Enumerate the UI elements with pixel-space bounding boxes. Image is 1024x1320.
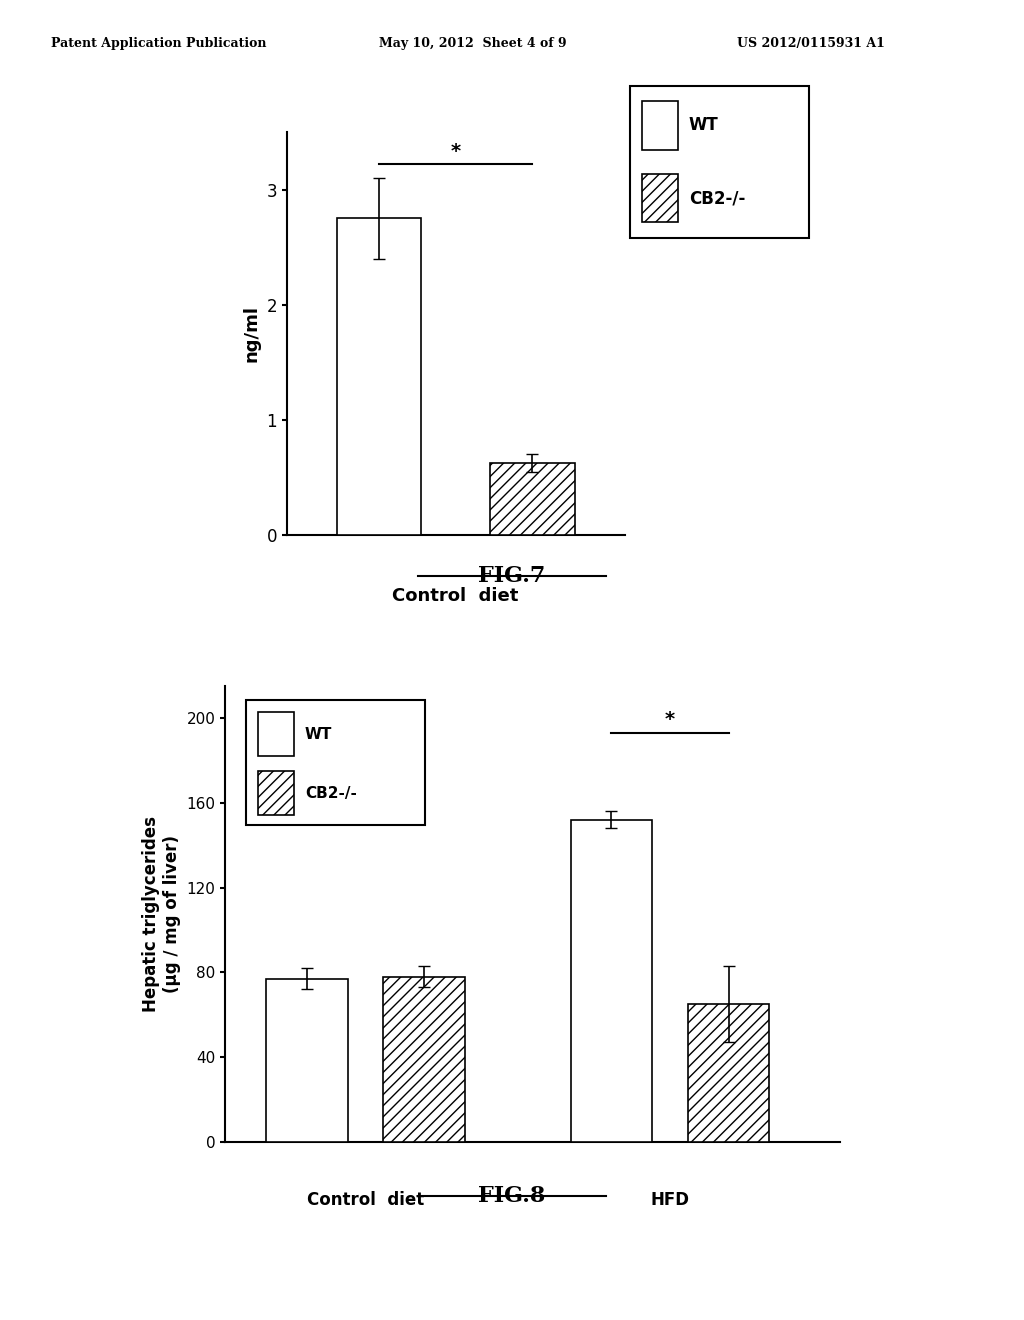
- Text: Patent Application Publication: Patent Application Publication: [51, 37, 266, 50]
- Text: *: *: [451, 141, 461, 161]
- Text: FIG.7: FIG.7: [478, 565, 546, 587]
- Text: WT: WT: [305, 726, 332, 742]
- Bar: [687, 1005, 769, 1142]
- Bar: [258, 771, 294, 814]
- Text: HFD: HFD: [650, 1191, 689, 1209]
- Text: Control  diet: Control diet: [392, 587, 519, 605]
- Text: CB2-/-: CB2-/-: [689, 189, 745, 207]
- Text: WT: WT: [689, 116, 719, 135]
- Text: FIG.8: FIG.8: [478, 1185, 546, 1208]
- Bar: [337, 218, 421, 535]
- Text: US 2012/0115931 A1: US 2012/0115931 A1: [737, 37, 885, 50]
- Bar: [642, 102, 678, 149]
- Text: CB2-/-: CB2-/-: [305, 785, 356, 800]
- Bar: [266, 978, 348, 1142]
- Bar: [258, 713, 294, 756]
- Bar: [570, 820, 652, 1142]
- Bar: [642, 174, 678, 223]
- Y-axis label: Hepatic triglycerides
(μg / mg of liver): Hepatic triglycerides (μg / mg of liver): [142, 816, 181, 1012]
- Text: Control  diet: Control diet: [307, 1191, 424, 1209]
- Text: May 10, 2012  Sheet 4 of 9: May 10, 2012 Sheet 4 of 9: [379, 37, 566, 50]
- Bar: [383, 977, 465, 1142]
- Y-axis label: ng/ml: ng/ml: [243, 305, 261, 362]
- Text: *: *: [665, 710, 675, 729]
- Bar: [490, 463, 574, 535]
